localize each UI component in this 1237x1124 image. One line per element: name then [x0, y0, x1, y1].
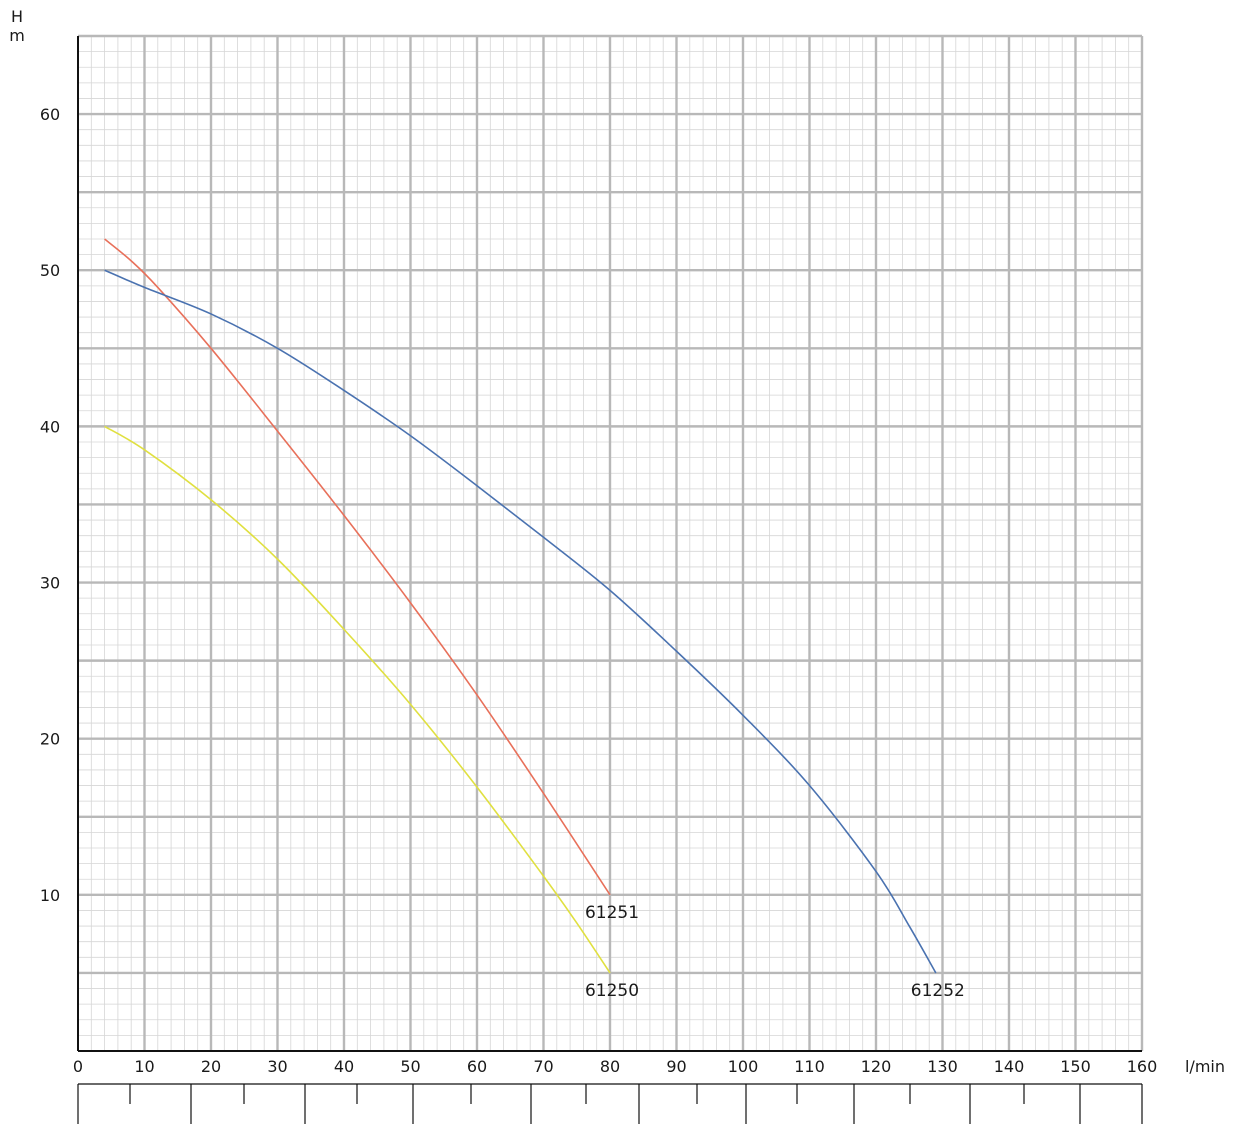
y-tick-label: 50: [40, 261, 60, 280]
x-tick-label: 160: [1127, 1057, 1158, 1076]
x-tick-label: 0: [73, 1057, 83, 1076]
y-tick-label: 10: [40, 886, 60, 905]
y-tick-label: 60: [40, 105, 60, 124]
x-tick-label: 110: [794, 1057, 825, 1076]
x-tick-label: 80: [600, 1057, 620, 1076]
series-lines: [104, 238, 937, 974]
x-tick-label: 50: [400, 1057, 420, 1076]
bottom-ruler: [77, 1083, 1143, 1124]
x-tick-label: 140: [994, 1057, 1025, 1076]
series-label-61250: 61250: [585, 981, 639, 1001]
x-tick-label: 40: [334, 1057, 354, 1076]
y-axis-label: m: [9, 26, 25, 45]
y-axis-label: H: [11, 7, 23, 26]
series-label-61251: 61251: [585, 903, 639, 923]
x-tick-label: 120: [861, 1057, 892, 1076]
x-axis-label: l/min: [1185, 1057, 1225, 1076]
x-tick-label: 30: [267, 1057, 287, 1076]
x-tick-label: 10: [134, 1057, 154, 1076]
series-line-61251: [104, 238, 611, 896]
y-tick-label: 20: [40, 730, 60, 749]
series-label-61252: 61252: [911, 981, 965, 1001]
tick-labels: 0 10 20 30 40 50 60 70 80 90 100 110 120 130 140 150 160…: [9, 7, 1225, 1076]
series-line-61250: [104, 425, 611, 974]
x-tick-label: 100: [728, 1057, 759, 1076]
y-tick-label: 30: [40, 574, 60, 593]
x-tick-label: 130: [927, 1057, 958, 1076]
axes: [77, 36, 1142, 1052]
x-tick-label: 60: [467, 1057, 487, 1076]
x-tick-label: 90: [666, 1057, 686, 1076]
x-tick-label: 150: [1060, 1057, 1091, 1076]
x-tick-label: 20: [201, 1057, 221, 1076]
series-labels: 61250 61251 61252: [585, 903, 965, 1001]
y-tick-label: 40: [40, 417, 60, 436]
x-tick-label: 70: [533, 1057, 553, 1076]
series-line-61252: [104, 269, 937, 974]
